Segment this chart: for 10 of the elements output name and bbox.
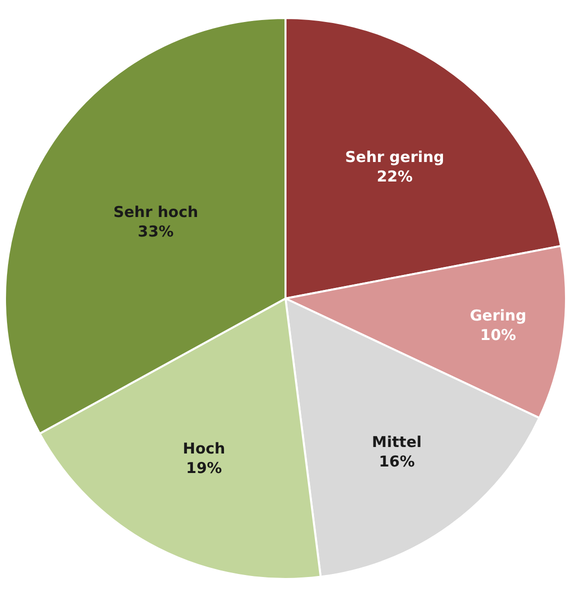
slice-label: Sehr gering <box>345 148 444 166</box>
data-label: 22% <box>376 167 413 186</box>
data-label: 10% <box>480 326 516 344</box>
slice-label: Hoch <box>182 440 226 458</box>
data-label: 19% <box>186 459 222 478</box>
data-label: 33% <box>138 222 174 241</box>
slice-label: Sehr hoch <box>113 203 198 222</box>
slice-label: Gering <box>470 306 526 325</box>
slice-label: Mittel <box>372 432 422 451</box>
data-label: 16% <box>378 452 415 470</box>
